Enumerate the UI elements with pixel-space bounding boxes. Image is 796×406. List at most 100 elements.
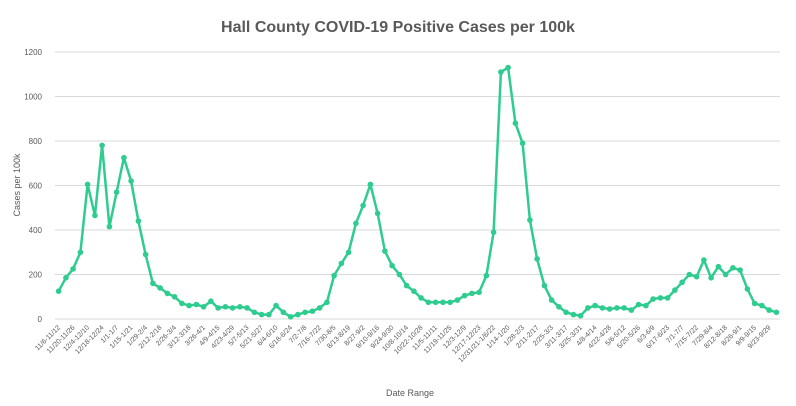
data-point (657, 295, 664, 301)
data-point (686, 271, 693, 278)
data-point (150, 280, 156, 287)
data-point (679, 279, 685, 286)
data-point (701, 257, 707, 263)
data-point (179, 300, 185, 307)
data-point (483, 272, 490, 279)
chart-title: Hall County COVID-19 Positive Cases per … (221, 19, 575, 36)
data-point (200, 304, 207, 310)
data-point (672, 287, 678, 293)
data-point (251, 309, 258, 316)
data-point (389, 262, 395, 269)
data-point (556, 304, 562, 310)
series-line (57, 66, 777, 319)
data-point (331, 272, 337, 279)
data-point (614, 305, 620, 311)
x-axis-ticks: 11/6-11/1211/20-11/2612/4-12/1012/18-12/… (34, 324, 772, 364)
data-point (541, 282, 548, 289)
data-point (186, 302, 192, 309)
data-point (469, 290, 475, 297)
y-axis-ticks: 0 200 400 600 800 1000 1200 (24, 48, 42, 324)
data-point (548, 297, 555, 303)
data-point (715, 263, 722, 270)
data-point (367, 181, 374, 188)
y-tick-label: 600 (29, 182, 43, 191)
y-tick-label: 800 (29, 137, 43, 146)
data-point (773, 309, 780, 316)
y-tick-label: 0 (38, 315, 43, 324)
data-point (490, 229, 497, 235)
data-point (77, 249, 84, 256)
y-axis-title: Cases per 100k (12, 153, 22, 217)
data-point (643, 302, 649, 309)
data-point (744, 286, 751, 292)
data-point (592, 302, 598, 309)
data-point (237, 304, 243, 310)
data-point (374, 210, 381, 217)
data-point (142, 251, 149, 258)
data-point (650, 296, 656, 302)
data-point (121, 154, 127, 161)
data-point (266, 311, 272, 318)
data-point (171, 294, 178, 300)
data-point (128, 178, 134, 184)
data-point (737, 267, 743, 273)
data-point (476, 289, 482, 296)
data-point (454, 297, 461, 303)
data-point (635, 301, 642, 308)
data-point (345, 249, 352, 256)
data-point (505, 64, 511, 71)
data-point (664, 295, 671, 301)
data-point (606, 306, 613, 312)
data-point (411, 288, 417, 295)
data-point (244, 305, 250, 311)
data-point (70, 266, 76, 272)
data-point (229, 305, 236, 311)
data-point (382, 248, 388, 254)
data-point (280, 309, 287, 316)
data-point (534, 256, 540, 262)
data-point (324, 299, 330, 306)
data-point (113, 189, 120, 195)
data-point (418, 295, 424, 301)
data-point (621, 305, 627, 311)
data-point (360, 202, 366, 209)
data-point (55, 288, 62, 295)
data-point (563, 309, 569, 316)
data-point (208, 298, 214, 305)
data-point (440, 299, 446, 306)
data-point (164, 290, 171, 297)
data-point (425, 299, 432, 306)
data-point (258, 311, 265, 318)
data-point (766, 307, 772, 313)
data-point (751, 300, 758, 307)
data-point (512, 120, 519, 126)
data-point (708, 275, 714, 281)
data-point (92, 212, 98, 219)
data-point (628, 307, 635, 313)
data-point (309, 308, 316, 315)
data-point (295, 311, 301, 318)
data-point (577, 312, 584, 319)
data-point (353, 220, 359, 227)
y-tick-label: 200 (29, 271, 43, 280)
data-point (302, 309, 308, 316)
data-point (722, 271, 729, 278)
x-axis-title: Date Range (386, 388, 434, 398)
data-point (599, 305, 606, 311)
data-point (222, 304, 229, 310)
data-point (396, 271, 403, 278)
data-point (570, 311, 577, 318)
series-cases-per-100k (55, 64, 780, 320)
data-point (316, 305, 323, 311)
data-point (63, 275, 69, 281)
data-point (193, 301, 200, 308)
data-point (447, 299, 453, 306)
data-point (403, 282, 410, 289)
data-point (519, 140, 526, 146)
data-point (99, 142, 105, 149)
y-tick-label: 400 (29, 226, 43, 235)
data-point (157, 285, 163, 291)
data-point (84, 181, 91, 188)
